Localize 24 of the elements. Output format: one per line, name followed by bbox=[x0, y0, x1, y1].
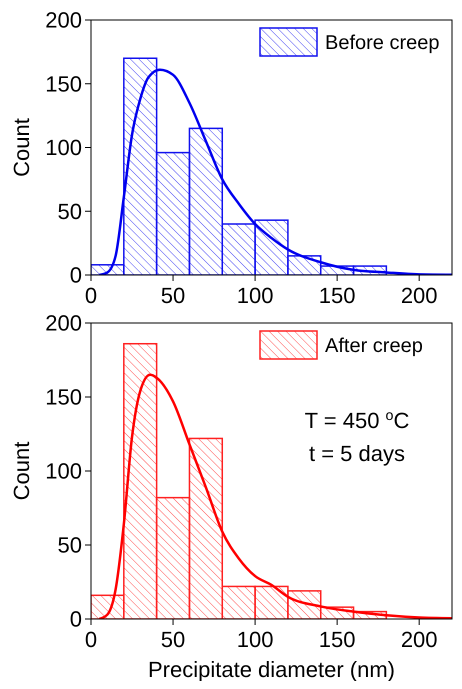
legend-label: After creep bbox=[325, 335, 423, 357]
annotation: t = 5 days bbox=[308, 441, 406, 466]
x-tick-label: 100 bbox=[236, 627, 274, 652]
y-tick-label: 100 bbox=[45, 458, 82, 484]
x-tick-label: 100 bbox=[236, 283, 274, 308]
y-tick-label: 200 bbox=[45, 8, 82, 33]
y-tick-label: 150 bbox=[45, 71, 82, 96]
y-tick-label: 0 bbox=[70, 262, 82, 288]
x-tick-label: 150 bbox=[318, 627, 356, 652]
x-tick-label: 200 bbox=[400, 283, 438, 308]
y-tick-label: 100 bbox=[45, 135, 82, 160]
x-tick-label: 150 bbox=[318, 283, 356, 308]
y-tick-label: 0 bbox=[70, 606, 82, 632]
x-tick-label: 200 bbox=[400, 627, 438, 652]
y-tick-label: 50 bbox=[58, 532, 82, 558]
x-tick-label: 50 bbox=[160, 627, 186, 652]
annotation: T = 450 $^{o}$C bbox=[304, 408, 410, 433]
legend-label: Before creep bbox=[325, 32, 440, 54]
y-tick-label: 200 bbox=[45, 310, 82, 336]
y-axis-title: Count bbox=[9, 442, 34, 500]
y-axis-title: Count bbox=[9, 118, 34, 177]
y-tick-label: 150 bbox=[45, 384, 82, 410]
y-tick-label: 50 bbox=[58, 198, 82, 224]
x-tick-label: 50 bbox=[160, 283, 186, 308]
